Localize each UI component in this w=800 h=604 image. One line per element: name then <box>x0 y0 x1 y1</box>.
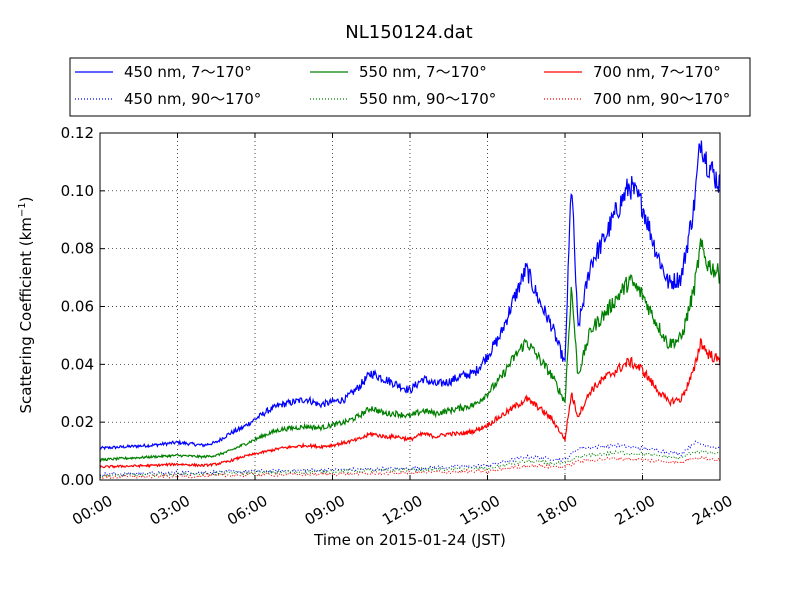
y-tick-label: 0.04 <box>61 355 94 373</box>
series-line-1 <box>100 440 720 477</box>
series-line-0 <box>100 140 720 451</box>
legend-label-3: 550 nm, 90～170° <box>359 90 496 108</box>
y-axis-label: Scattering Coefficient (km−1) <box>17 196 35 413</box>
y-axis-label-exponent: −1 <box>17 202 28 217</box>
legend-label-0: 450 nm, 7～170° <box>124 63 252 81</box>
legend-label-1: 450 nm, 90～170° <box>124 90 261 108</box>
y-tick-label: 0.00 <box>61 471 94 489</box>
chart-title: NL150124.dat <box>345 22 472 43</box>
y-axis-label-close: ) <box>17 196 35 202</box>
series-line-2 <box>100 238 720 463</box>
series-line-4 <box>100 338 720 469</box>
y-tick-label: 0.02 <box>61 413 94 431</box>
legend-box <box>69 57 751 117</box>
x-axis-label: Time on 2015-01-24 (JST) <box>313 531 506 549</box>
legend-label-2: 550 nm, 7～170° <box>359 63 487 81</box>
series-line-5 <box>100 455 720 480</box>
legend-label-4: 700 nm, 7～170° <box>593 63 721 81</box>
y-axis-label-main: Scattering Coefficient (km <box>17 217 35 413</box>
y-tick-label: 0.10 <box>61 182 94 200</box>
y-tick-label: 0.06 <box>61 298 94 316</box>
legend-label-5: 700 nm, 90～170° <box>593 90 730 108</box>
y-tick-label: 0.12 <box>61 124 94 142</box>
y-tick-label: 0.08 <box>61 240 94 258</box>
series-line-3 <box>100 449 720 479</box>
